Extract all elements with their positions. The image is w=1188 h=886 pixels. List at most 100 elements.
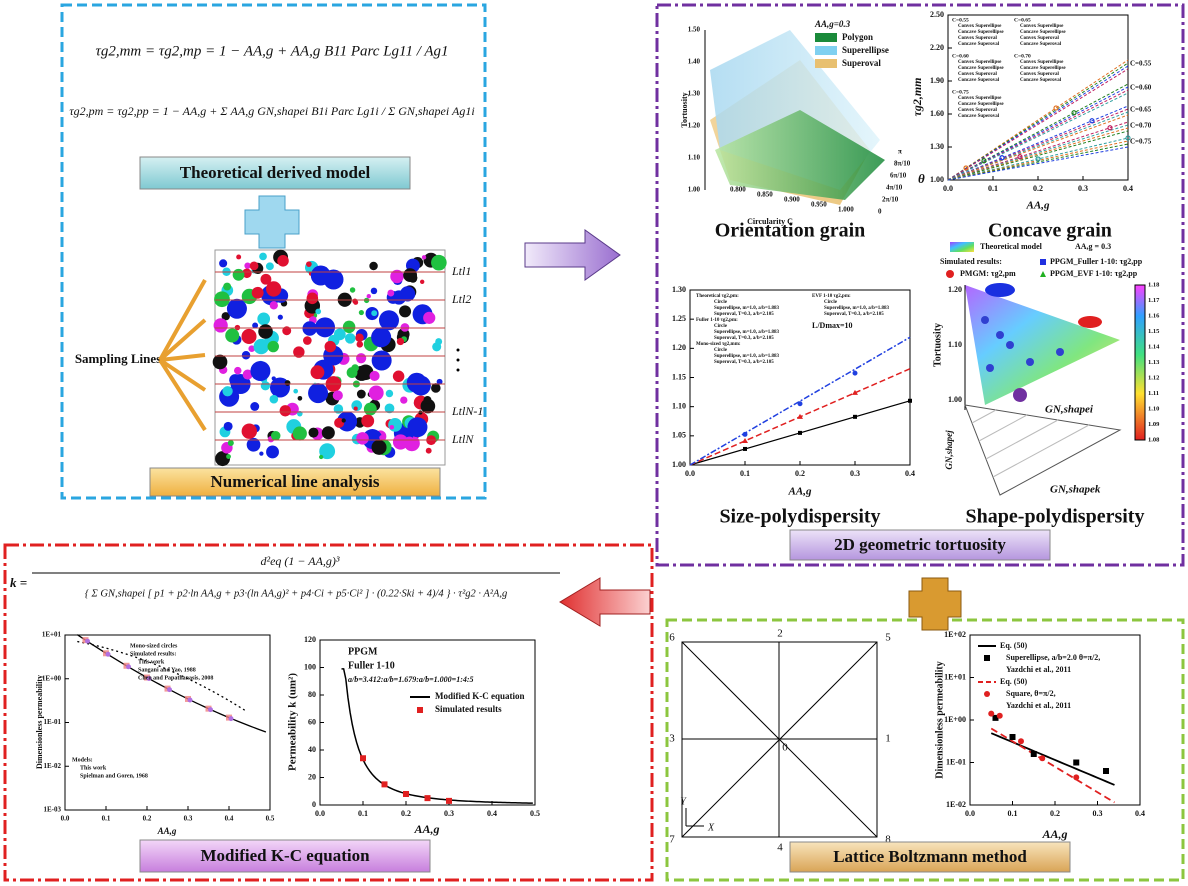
curve: [947, 114, 1129, 181]
y-tick-label: 1E-02: [946, 800, 966, 809]
legend-label: Eq. (50): [1000, 677, 1027, 686]
marker: [167, 687, 172, 693]
line: [159, 353, 206, 362]
particle: [389, 424, 395, 430]
particle: [423, 395, 432, 404]
marker: [208, 707, 213, 713]
y-tick-label: 1.50: [688, 26, 701, 34]
particle: [236, 254, 242, 260]
colorbar-tick: 1.09: [1148, 421, 1160, 428]
curve-label: C=0.70: [1130, 122, 1152, 130]
colorbar-tick: 1.08: [1148, 436, 1160, 443]
curve: [947, 68, 1129, 181]
legend-label: This work: [80, 765, 107, 771]
particle: [346, 367, 358, 378]
x-tick-label: 0.4: [1123, 184, 1133, 193]
particle: [344, 333, 356, 344]
y-tick-label: 1E+00: [42, 674, 62, 682]
particle: [371, 310, 378, 317]
legend-marker: [946, 270, 954, 278]
z-tick-label: 0: [878, 208, 882, 216]
particle: [319, 443, 336, 460]
particle: [226, 298, 247, 319]
particle: [366, 294, 371, 299]
y-tick-label: 2.20: [930, 43, 944, 52]
node-label: 8: [885, 834, 891, 846]
surface: [965, 285, 1120, 405]
particle: [357, 364, 374, 381]
x-tick-label: 1.000: [838, 206, 854, 214]
line: [158, 318, 207, 362]
note: Fuller 1-10: [348, 660, 395, 671]
particle: [356, 341, 364, 348]
marker: [1056, 348, 1064, 356]
axis-label: GN,shapek: [1050, 484, 1101, 496]
marker: [742, 437, 748, 443]
legend-label: This work: [138, 659, 165, 665]
legend-label: Sangani and Yao, 1988: [138, 667, 196, 673]
particle: [355, 333, 364, 342]
particle: [225, 328, 240, 343]
line-label: Ltl1: [451, 264, 471, 278]
x-tick-label: 0.950: [811, 201, 827, 209]
particle: [293, 346, 305, 358]
particle: [308, 427, 319, 438]
legend-label: Concave Superoval: [1020, 42, 1062, 47]
particle: [392, 370, 405, 383]
legend-swatch: [815, 59, 837, 68]
line-label: Ltl2: [451, 292, 471, 306]
node-label: 4: [777, 842, 783, 854]
z-tick-label: 8π/10: [894, 160, 911, 168]
particle: [361, 414, 375, 428]
marker: [1006, 341, 1014, 349]
legend-label: Convex Superellipse: [958, 96, 1002, 101]
legend-label: Concave Superoval: [958, 78, 1000, 83]
x-tick-label: 0.4: [487, 809, 497, 818]
banner-text: Theoretical derived model: [180, 163, 371, 182]
axis-label: AA,g: [1041, 827, 1067, 841]
marker: [1073, 759, 1080, 766]
particle: [390, 269, 404, 284]
axis-label: AA,g: [157, 826, 177, 836]
particle: [420, 398, 436, 414]
marker: [381, 781, 388, 788]
marker: [908, 398, 912, 403]
colorbar-tick: 1.18: [1148, 281, 1160, 288]
y-tick-label: 60: [308, 717, 316, 726]
node-label: 2: [777, 628, 783, 640]
banner: [139, 839, 431, 873]
panel-border: [3, 543, 654, 882]
y-tick-label: 2.50: [930, 10, 944, 19]
node-label: 7: [669, 834, 675, 846]
particle: [310, 365, 325, 380]
legend-label: Yazdchi et al., 2011: [1006, 665, 1071, 674]
legend-title: AA,g=0.3: [814, 19, 851, 29]
legend-label: L/Dmax=10: [812, 321, 853, 330]
legend-label: Concave Superellipse: [958, 66, 1004, 71]
y-tick-label: 1.00: [688, 186, 701, 194]
node-label: 6: [669, 632, 675, 644]
line: [158, 358, 207, 392]
particle: [265, 262, 274, 271]
particle: [384, 403, 395, 414]
curve-label: C=0.55: [1130, 60, 1152, 68]
dot: [456, 348, 460, 352]
x-tick-label: 0.0: [965, 809, 975, 818]
line: [971, 409, 997, 424]
x-tick-label: 0.3: [850, 469, 860, 478]
y-tick-label: 80: [308, 690, 316, 699]
legend-label: Yazdchi et al., 2011: [1006, 701, 1071, 710]
line: [985, 419, 1059, 460]
particle: [232, 268, 245, 281]
axis-label: Y: [680, 796, 687, 807]
marker: [742, 431, 748, 437]
legend-label: Spielman and Goren, 1968: [80, 773, 148, 779]
note: PPGM: [348, 646, 378, 657]
banner-text: 2D geometric tortuosity: [834, 535, 1006, 554]
particle: [212, 354, 228, 370]
marker: [853, 414, 857, 419]
colorbar-tick: 1.14: [1148, 343, 1160, 350]
plus-sign: [908, 577, 962, 631]
